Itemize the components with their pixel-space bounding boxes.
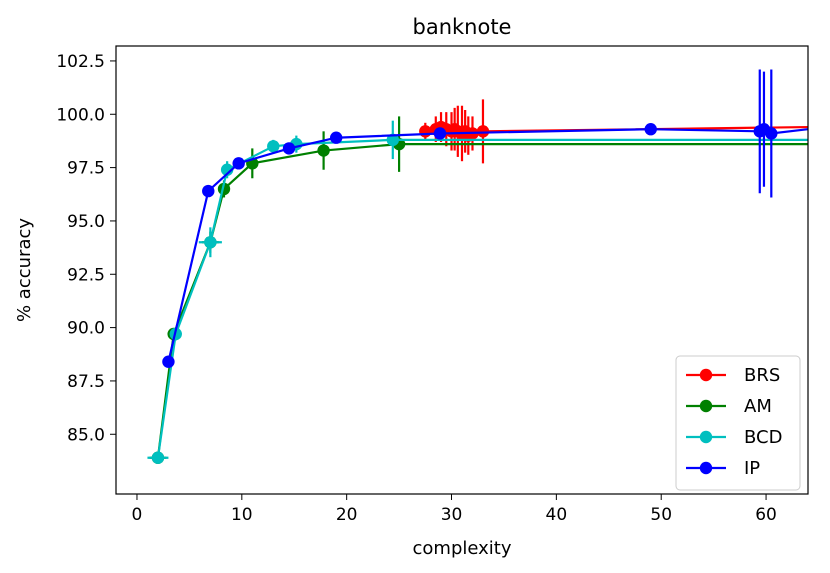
data-point <box>476 125 490 138</box>
legend-item-ip: IP <box>686 458 760 479</box>
legend-box <box>675 355 801 491</box>
data-point <box>204 236 217 249</box>
data-point <box>267 140 280 153</box>
y-tick-label: 87.5 <box>67 372 105 392</box>
legend-label: BRS <box>744 365 780 386</box>
x-tick-label: 20 <box>336 505 358 525</box>
legend-item-am: AM <box>686 396 772 417</box>
data-point <box>419 125 432 138</box>
x-tick-label: 50 <box>650 505 672 525</box>
y-tick-label: 95.0 <box>67 212 105 232</box>
legend-label: BCD <box>744 427 782 448</box>
x-axis-label: complexity <box>413 538 512 559</box>
data-point <box>433 127 447 140</box>
legend-label: AM <box>744 396 772 417</box>
data-point <box>329 131 343 144</box>
y-axis-label: % accuracy <box>14 218 35 322</box>
data-point <box>765 127 778 140</box>
data-point <box>162 355 175 368</box>
data-point <box>220 163 234 176</box>
data-point <box>644 123 657 136</box>
data-point <box>282 142 296 155</box>
axes-frame <box>115 45 809 495</box>
y-tick-label: 102.5 <box>56 52 105 72</box>
series-ip <box>162 69 808 368</box>
legend-marker <box>699 461 713 475</box>
data-point <box>151 451 165 464</box>
axis-ticks: 0 10 20 30 40 50 60 85.0 87.5 90.0 92.5 95.0 97.5 100… <box>56 52 777 525</box>
plot-area <box>147 69 808 464</box>
legend-marker <box>699 430 713 444</box>
y-tick-label: 97.5 <box>67 159 105 179</box>
data-point <box>202 184 215 198</box>
legend-item-brs: BRS <box>686 365 780 386</box>
x-tick-label: 40 <box>546 505 568 525</box>
plot-inner <box>147 69 808 464</box>
x-tick-label: 30 <box>441 505 463 525</box>
data-point <box>386 133 399 147</box>
y-tick-label: 92.5 <box>67 265 105 285</box>
y-tick-label: 90.0 <box>67 319 105 339</box>
data-point <box>317 144 330 157</box>
legend-marker <box>699 368 713 382</box>
series-line-am <box>156 143 808 458</box>
legend-item-bcd: BCD <box>686 427 782 448</box>
chart-title: banknote <box>413 15 512 39</box>
series-line-bcd <box>156 138 808 458</box>
y-tick-label: 85.0 <box>67 425 105 445</box>
legend-label: IP <box>744 458 760 479</box>
data-point <box>232 157 245 170</box>
x-tick-label: 10 <box>231 505 253 525</box>
legend: BRS AM BCD IP <box>675 355 801 491</box>
series-bcd <box>147 120 808 464</box>
x-tick-label: 60 <box>755 505 777 525</box>
x-tick-label: 0 <box>132 505 143 525</box>
y-tick-label: 100.0 <box>56 105 105 125</box>
legend-marker <box>699 399 713 413</box>
